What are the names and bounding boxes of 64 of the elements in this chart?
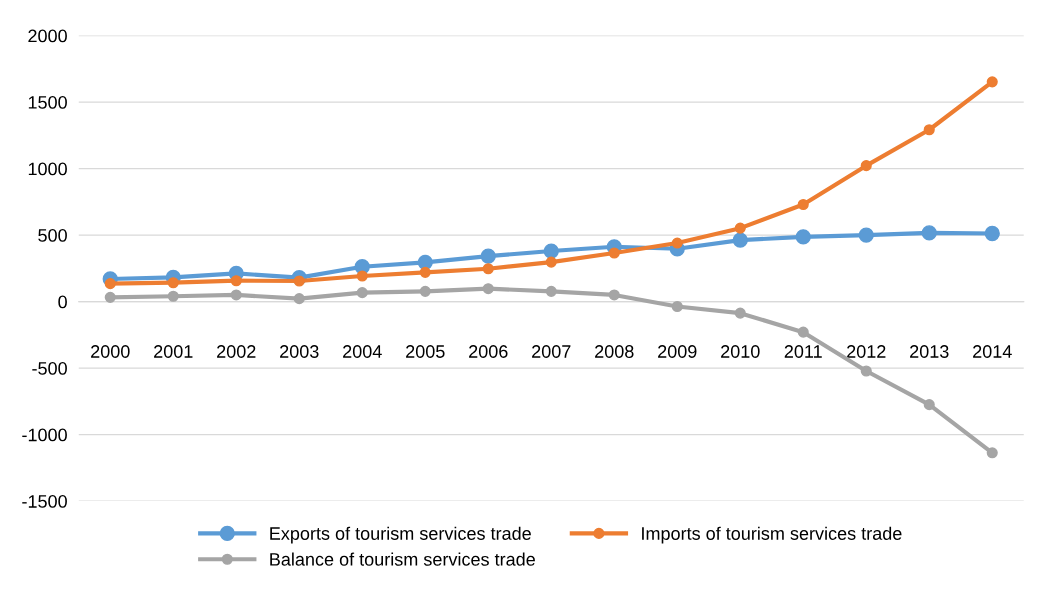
point xyxy=(795,229,811,245)
x-tick-label: 2010 xyxy=(721,345,760,358)
point xyxy=(797,326,809,338)
x-tick-label: 2003 xyxy=(280,345,319,358)
y-tick-label: -1500 xyxy=(22,495,67,508)
x-tick-label: 2007 xyxy=(532,345,571,358)
point xyxy=(860,160,872,172)
y-tick-label: 1000 xyxy=(28,162,67,176)
point xyxy=(986,76,998,88)
y-tick-label: 1500 xyxy=(28,96,67,109)
point xyxy=(545,285,557,297)
point xyxy=(419,266,431,278)
point xyxy=(671,237,683,249)
point xyxy=(984,225,1000,242)
point xyxy=(545,256,557,268)
point xyxy=(230,275,242,287)
point xyxy=(480,248,496,264)
x-tick-label: 2001 xyxy=(154,345,193,358)
x-tick-label: 2002 xyxy=(217,345,256,358)
point xyxy=(923,124,935,136)
y-tick-label: -500 xyxy=(32,362,67,375)
point xyxy=(608,289,620,301)
y-tick-label: 2000 xyxy=(28,29,67,43)
legend-label: Exports of tourism services trade xyxy=(270,526,531,544)
x-tick-label: 2013 xyxy=(910,345,949,358)
point xyxy=(482,263,494,275)
point xyxy=(417,254,433,270)
point xyxy=(734,222,746,234)
x-tick-label: 2000 xyxy=(91,345,130,358)
point xyxy=(293,275,305,287)
y-tick-label: -1000 xyxy=(22,428,67,442)
point xyxy=(356,270,368,282)
point xyxy=(671,300,683,313)
point xyxy=(734,307,746,319)
legend-label: Balance of tourism services trade xyxy=(270,552,535,566)
point xyxy=(543,243,559,259)
x-tick-label: 2008 xyxy=(595,345,634,358)
x-tick-label: 2006 xyxy=(469,345,508,358)
point xyxy=(482,283,494,295)
point xyxy=(419,285,431,297)
point xyxy=(858,227,874,243)
point xyxy=(732,232,748,248)
point xyxy=(167,277,179,289)
point xyxy=(921,225,937,241)
x-tick-label: 2004 xyxy=(343,345,382,358)
point xyxy=(797,198,809,211)
point xyxy=(293,293,305,305)
point xyxy=(167,290,179,302)
point xyxy=(986,447,998,459)
x-tick-label: 2005 xyxy=(406,345,445,358)
point xyxy=(356,287,368,299)
point xyxy=(860,365,872,377)
point xyxy=(104,291,116,303)
x-tick-label: 2012 xyxy=(847,345,886,358)
point xyxy=(230,289,242,301)
point xyxy=(923,399,935,411)
x-tick-label: 2014 xyxy=(973,345,1012,358)
y-tick-label: 0 xyxy=(58,295,67,309)
x-tick-label: 2009 xyxy=(658,345,697,358)
point xyxy=(104,278,116,290)
legend-label: Imports of tourism services trade xyxy=(642,526,902,544)
x-tick-label: 2011 xyxy=(784,345,822,358)
y-tick-label: 500 xyxy=(38,229,67,242)
point xyxy=(608,247,620,259)
